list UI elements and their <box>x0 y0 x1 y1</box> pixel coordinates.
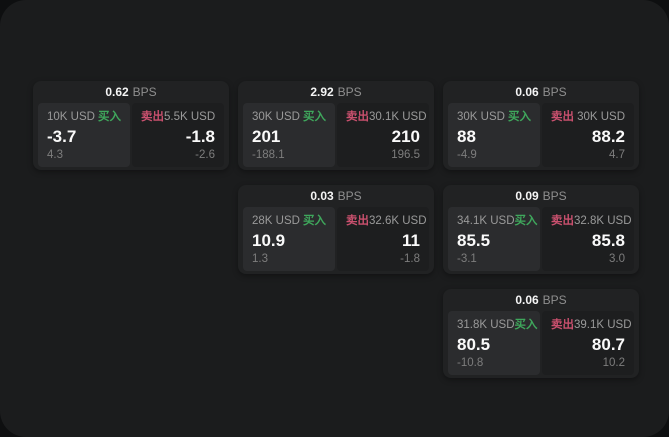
buy-notional: 34.1K USD <box>457 215 515 227</box>
buy-notional: 30K USD <box>457 111 505 123</box>
sell-side-label: 卖出 <box>346 111 369 123</box>
sell-side-label: 卖出 <box>141 111 164 123</box>
sell-price: 88.2 <box>591 127 625 146</box>
quote-panels: 28K USD 买入 10.9 1.3 卖出 32.6K USD 11 -1.8 <box>243 207 429 271</box>
sell-delta: 4.7 <box>609 149 625 161</box>
quote-card: 0.09 BPS 34.1K USD 买入 85.5 -3.1 卖出 32.8K… <box>443 185 639 274</box>
sell-quote-panel[interactable]: 卖出 32.6K USD 11 -1.8 <box>337 207 429 271</box>
buy-delta: -3.1 <box>457 253 477 265</box>
sell-quote-panel[interactable]: 卖出 32.8K USD 85.8 3.0 <box>542 207 634 271</box>
buy-price: 80.5 <box>457 335 491 354</box>
quote-panels: 34.1K USD 买入 85.5 -3.1 卖出 32.8K USD 85.8… <box>448 207 634 271</box>
bps-value: 0.06 <box>515 85 539 99</box>
bps-value: 0.03 <box>310 189 334 203</box>
buy-price: 85.5 <box>457 231 491 250</box>
buy-side-label: 买入 <box>98 111 121 123</box>
quote-card: 2.92 BPS 30K USD 买入 201 -188.1 卖出 30.1K … <box>238 81 434 170</box>
buy-notional: 28K USD <box>252 215 300 227</box>
quote-card: 0.62 BPS 10K USD 买入 -3.7 4.3 卖出 5.5K USD <box>33 81 229 170</box>
sell-quote-panel[interactable]: 卖出 30K USD 88.2 4.7 <box>542 103 634 167</box>
buy-delta: -188.1 <box>252 149 285 161</box>
buy-price: -3.7 <box>47 127 77 146</box>
buy-quote-panel[interactable]: 34.1K USD 买入 85.5 -3.1 <box>448 207 540 271</box>
sell-delta: -1.8 <box>400 253 420 265</box>
bps-unit-label: BPS <box>337 85 362 99</box>
buy-quote-panel[interactable]: 30K USD 买入 88 -4.9 <box>448 103 540 167</box>
sell-delta: 196.5 <box>391 149 420 161</box>
quote-panels: 30K USD 买入 88 -4.9 卖出 30K USD 88.2 4.7 <box>448 103 634 167</box>
bps-header: 2.92 BPS <box>238 81 434 103</box>
sell-price: 210 <box>391 127 420 146</box>
buy-side-label: 买入 <box>303 215 326 227</box>
buy-price: 201 <box>252 127 281 146</box>
sell-notional: 30K USD <box>577 111 625 123</box>
buy-delta: -10.8 <box>457 357 484 369</box>
sell-delta: 10.2 <box>602 357 625 369</box>
sell-side-label: 卖出 <box>551 319 574 331</box>
buy-notional: 30K USD <box>252 111 300 123</box>
bps-header: 0.62 BPS <box>33 81 229 103</box>
buy-delta: 1.3 <box>252 253 268 265</box>
quote-card: 0.06 BPS 30K USD 买入 88 -4.9 卖出 30K USD <box>443 81 639 170</box>
sell-price: 11 <box>402 231 420 250</box>
buy-side-label: 买入 <box>303 111 326 123</box>
quote-panels: 30K USD 买入 201 -188.1 卖出 30.1K USD 210 1… <box>243 103 429 167</box>
sell-price: 80.7 <box>591 335 625 354</box>
sell-price: 85.8 <box>591 231 625 250</box>
buy-quote-panel[interactable]: 10K USD 买入 -3.7 4.3 <box>38 103 130 167</box>
sell-delta: -2.6 <box>195 149 215 161</box>
sell-quote-panel[interactable]: 卖出 5.5K USD -1.8 -2.6 <box>132 103 224 167</box>
quote-card: 0.03 BPS 28K USD 买入 10.9 1.3 卖出 32.6K US… <box>238 185 434 274</box>
sell-quote-panel[interactable]: 卖出 39.1K USD 80.7 10.2 <box>542 311 634 375</box>
buy-notional: 31.8K USD <box>457 319 515 331</box>
bps-value: 0.62 <box>105 85 129 99</box>
buy-side-label: 买入 <box>508 111 531 123</box>
bps-unit-label: BPS <box>542 293 567 307</box>
bps-value: 2.92 <box>310 85 334 99</box>
bps-header: 0.09 BPS <box>443 185 639 207</box>
buy-quote-panel[interactable]: 30K USD 买入 201 -188.1 <box>243 103 335 167</box>
bps-header: 0.03 BPS <box>238 185 434 207</box>
bps-unit-label: BPS <box>542 189 567 203</box>
sell-notional: 39.1K USD <box>574 319 632 331</box>
sell-notional: 32.8K USD <box>574 215 632 227</box>
buy-quote-panel[interactable]: 31.8K USD 买入 80.5 -10.8 <box>448 311 540 375</box>
buy-price: 88 <box>457 127 476 146</box>
buy-price: 10.9 <box>252 231 286 250</box>
buy-quote-panel[interactable]: 28K USD 买入 10.9 1.3 <box>243 207 335 271</box>
bps-header: 0.06 BPS <box>443 289 639 311</box>
sell-notional: 30.1K USD <box>369 111 427 123</box>
sell-side-label: 卖出 <box>551 215 574 227</box>
bps-unit-label: BPS <box>132 85 157 99</box>
quote-card-grid: 0.62 BPS 10K USD 买入 -3.7 4.3 卖出 5.5K USD <box>33 81 639 378</box>
sell-notional: 32.6K USD <box>369 215 427 227</box>
bps-value: 0.09 <box>515 189 539 203</box>
sell-price: -1.8 <box>185 127 215 146</box>
sell-quote-panel[interactable]: 卖出 30.1K USD 210 196.5 <box>337 103 429 167</box>
quote-panels: 10K USD 买入 -3.7 4.3 卖出 5.5K USD -1.8 -2.… <box>38 103 224 167</box>
sell-notional: 5.5K USD <box>164 111 216 123</box>
sell-side-label: 卖出 <box>551 111 574 123</box>
bps-unit-label: BPS <box>337 189 362 203</box>
bps-value: 0.06 <box>515 293 539 307</box>
quote-panels: 31.8K USD 买入 80.5 -10.8 卖出 39.1K USD 80.… <box>448 311 634 375</box>
bps-unit-label: BPS <box>542 85 567 99</box>
bps-header: 0.06 BPS <box>443 81 639 103</box>
sell-side-label: 卖出 <box>346 215 369 227</box>
quote-card: 0.06 BPS 31.8K USD 买入 80.5 -10.8 卖出 39.1… <box>443 289 639 378</box>
buy-delta: 4.3 <box>47 149 63 161</box>
buy-notional: 10K USD <box>47 111 95 123</box>
buy-side-label: 买入 <box>514 319 538 331</box>
buy-side-label: 买入 <box>514 215 538 227</box>
sell-delta: 3.0 <box>609 253 625 265</box>
buy-delta: -4.9 <box>457 149 477 161</box>
